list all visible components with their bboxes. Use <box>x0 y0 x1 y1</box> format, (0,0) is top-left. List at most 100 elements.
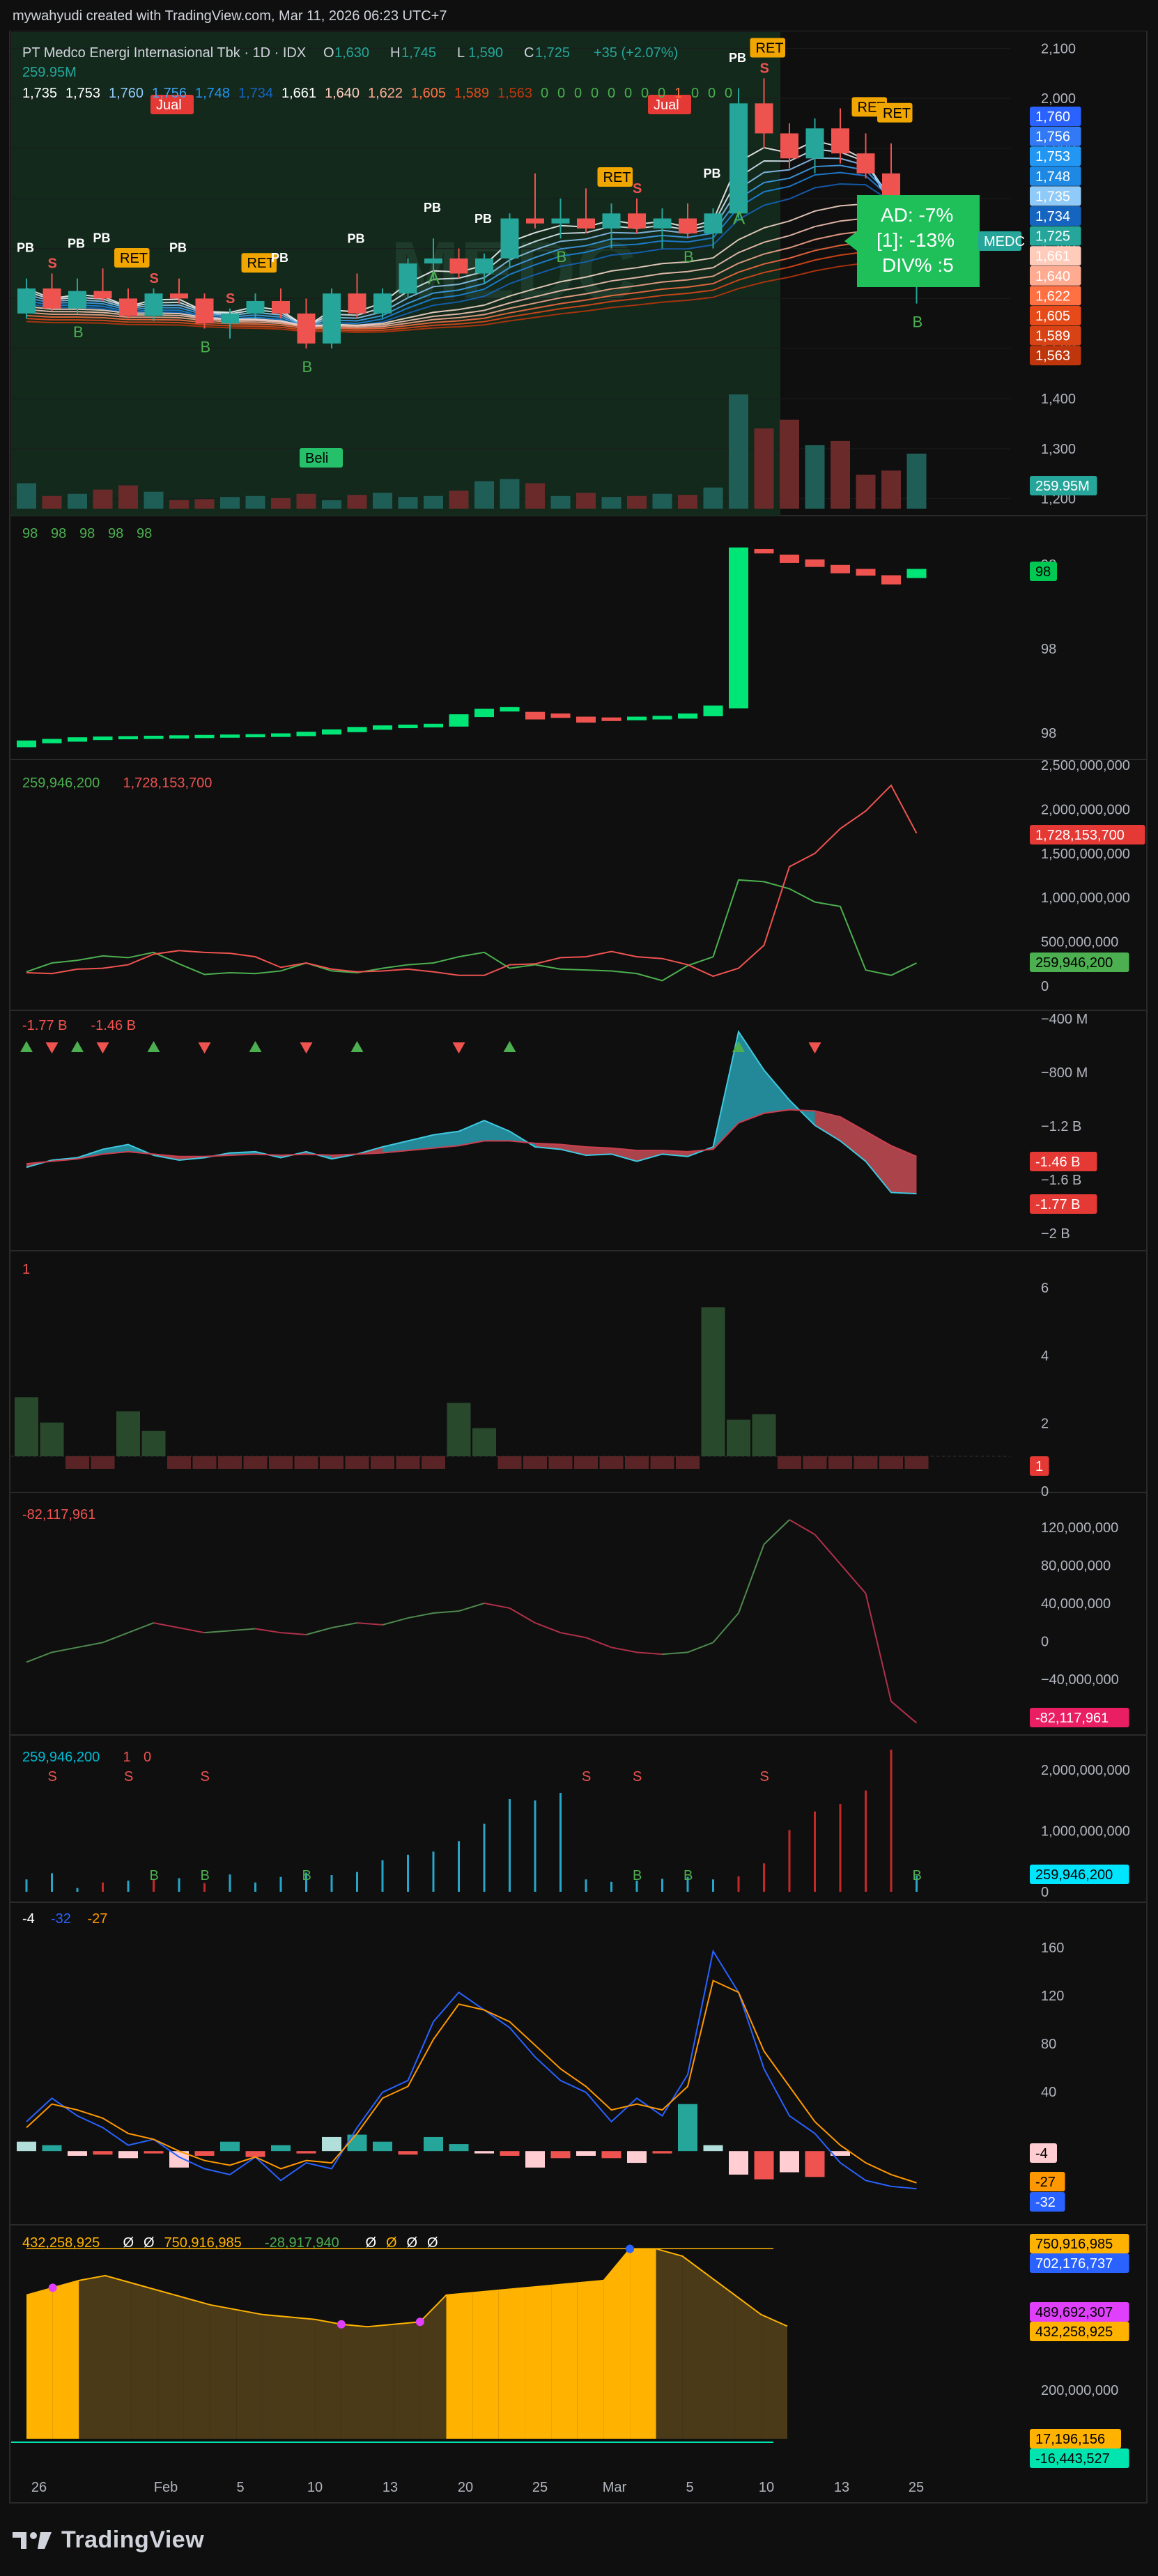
x-axis-label: 25 <box>909 2480 924 2495</box>
pane8-hist-bar <box>449 2144 469 2152</box>
candle-body <box>119 298 137 316</box>
pane9-area <box>734 2295 762 2439</box>
pane6-line-segment <box>636 1651 663 1656</box>
candle-body <box>272 300 290 314</box>
pane5-bar <box>828 1456 852 1469</box>
right-price-label: 259.95M <box>1030 476 1097 495</box>
pane4-fill <box>586 1147 612 1156</box>
pane2-bar <box>881 575 901 585</box>
pane8-hist-bar <box>805 2151 825 2177</box>
pane9-area <box>498 2288 525 2439</box>
pane9-last-label-bg <box>1030 2429 1121 2448</box>
legend-flag-value: 1 <box>674 86 682 101</box>
pane3-last-label: 1,728,153,700 <box>1030 825 1145 844</box>
right-price-label: 1,605 <box>1030 306 1081 325</box>
signal-a-label: A <box>428 268 440 288</box>
volume-bar <box>42 495 62 509</box>
moving-average-line <box>26 230 917 328</box>
pane8-hist-bar <box>703 2145 723 2152</box>
candle-body <box>323 293 341 344</box>
candle-body <box>780 133 798 159</box>
pane4-down-triangle <box>452 1042 465 1054</box>
pane4-legend: -1.77 B <box>22 1018 67 1033</box>
pane5-bar <box>243 1456 268 1469</box>
pane9-last-label-bg <box>1030 2253 1129 2273</box>
candle-body <box>221 313 239 324</box>
pane9-legend: Ø <box>144 2235 155 2251</box>
right-price-label-text: 1,753 <box>1035 149 1070 164</box>
pane8-hist-bar <box>398 2151 418 2155</box>
right-price-label-bg <box>1030 476 1097 495</box>
pane8-last-label-text: -27 <box>1035 2175 1056 2190</box>
pane2-bar <box>93 736 113 741</box>
volume-bar <box>144 491 164 509</box>
pane9-area <box>551 2283 578 2439</box>
pane2-bar <box>754 548 774 554</box>
pane5-bar <box>701 1307 725 1456</box>
legend-ohlc-value: 1,590 <box>468 45 503 61</box>
signal-s-label: S <box>633 181 642 196</box>
legend-flag-value: 0 <box>641 86 649 101</box>
pane4-down-triangle <box>96 1042 109 1054</box>
pane7-legend: 259,946,200 <box>22 1750 100 1765</box>
signal-pb-label: PB <box>729 51 746 65</box>
pane2-legend: 98 <box>79 526 95 541</box>
pane9-area <box>367 2324 394 2439</box>
pane8-last-label-bg <box>1030 2192 1065 2212</box>
pane6-legend: -82,117,961 <box>22 1507 95 1522</box>
pane5-bar <box>625 1456 649 1469</box>
pane4-up-triangle <box>20 1041 33 1052</box>
pane2-bar <box>245 734 265 738</box>
pane7-b-label: B <box>150 1868 159 1883</box>
pane8-hist-bar <box>729 2151 748 2175</box>
pane2-bar <box>449 714 469 727</box>
pane6-line-segment <box>178 1627 205 1634</box>
pane6-line-segment <box>229 1628 256 1632</box>
pane5-bar <box>218 1456 242 1469</box>
pane9-area <box>761 2314 787 2439</box>
signal-ret-tag: RET <box>877 102 913 123</box>
pane2-bar <box>906 569 927 578</box>
legend-title: PT Medco Energi Internasional Tbk · 1D ·… <box>22 45 306 61</box>
pane4-fill <box>484 1120 510 1141</box>
pane8-last-label-bg <box>1030 2143 1057 2163</box>
signal-ret-tag-text: RET <box>883 106 911 121</box>
signal-ret-tag-text: RET <box>756 40 784 56</box>
right-price-label-bg <box>1030 286 1081 306</box>
candle-body <box>805 128 824 159</box>
signal-ret-tag-bg <box>750 38 785 58</box>
volume-bar <box>601 497 622 509</box>
pane6-line-segment <box>534 1622 561 1634</box>
pane2-bar <box>42 739 62 743</box>
x-axis-label: 26 <box>31 2480 47 2495</box>
moving-average-line <box>26 148 918 327</box>
pane8-hist-bar <box>780 2151 799 2173</box>
right-price-label-text: 1,735 <box>1035 189 1070 204</box>
pane5-legend: 1 <box>22 1262 30 1277</box>
candle-body <box>297 313 316 344</box>
signal-beli-tag-bg <box>300 448 343 468</box>
pane9-area <box>236 2309 263 2439</box>
pane2-bar <box>220 734 240 738</box>
candle-body <box>526 218 544 224</box>
candle-body <box>679 218 697 234</box>
signal-a-label: A <box>733 208 746 229</box>
pane6-tick: 40,000,000 <box>1041 1596 1111 1612</box>
pane9-area <box>525 2285 552 2439</box>
signal-b-label: B <box>684 248 694 265</box>
moving-average-line <box>26 164 917 328</box>
price-tick-label: 1,300 <box>1041 442 1076 457</box>
pane5-bar <box>727 1419 750 1456</box>
pane9-legend: 432,258,925 <box>22 2235 100 2251</box>
pane5-bar <box>472 1428 496 1456</box>
pane8-last-label: -27 <box>1030 2172 1065 2191</box>
pane2-bar <box>194 734 215 739</box>
main-legend: PT Medco Energi Internasional Tbk · 1D ·… <box>22 45 732 101</box>
right-price-label-bg <box>1030 107 1081 126</box>
pane8-hist-bar <box>831 2151 850 2156</box>
pane9-last-label-bg <box>1030 2302 1129 2322</box>
volume-bar <box>169 500 189 509</box>
tradingview-brand[interactable]: TradingView <box>13 2522 204 2557</box>
legend-ma-value: 1,661 <box>281 86 316 101</box>
signal-ret-tag: RET <box>750 38 785 58</box>
